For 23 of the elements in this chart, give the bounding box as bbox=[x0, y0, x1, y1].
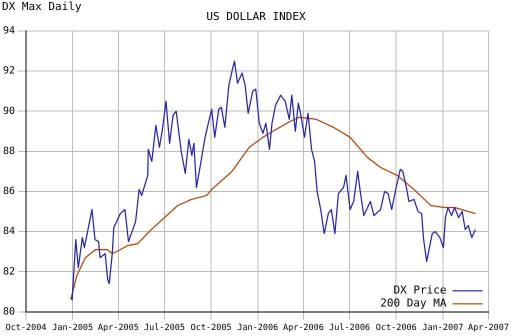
y-tick-label: 86 bbox=[2, 186, 16, 198]
y-tick-label: 90 bbox=[2, 106, 16, 117]
x-tick-label: Jan-2007 bbox=[422, 323, 464, 334]
y-tick-label: 92 bbox=[2, 66, 16, 77]
y-tick-label: 88 bbox=[2, 146, 16, 157]
x-tick-label: Jul-2006 bbox=[329, 323, 370, 334]
x-tick-label: Jan-2006 bbox=[237, 323, 278, 334]
y-tick-label: 94 bbox=[2, 26, 16, 37]
legend-label: DX Price bbox=[394, 284, 447, 297]
chart-title: US DOLLAR INDEX bbox=[206, 10, 306, 23]
x-tick-label: Oct-2005 bbox=[190, 323, 232, 334]
y-tick-label: 84 bbox=[2, 226, 16, 238]
x-tick-label: Jan-2005 bbox=[52, 323, 94, 334]
x-tick-label: Apr-2006 bbox=[282, 323, 324, 334]
legend-label: 200 Day MA bbox=[380, 296, 447, 310]
y-tick-label: 82 bbox=[2, 266, 16, 278]
x-tick-label: Apr-2005 bbox=[98, 323, 139, 334]
x-tick-label: Jul-2005 bbox=[144, 323, 185, 334]
x-tick-label: Oct-2004 bbox=[6, 323, 47, 334]
x-tick-label: Oct-2006 bbox=[376, 323, 417, 334]
x-tick-label: Apr-2007 bbox=[468, 323, 510, 334]
chart-subtitle: DX Max Daily bbox=[2, 0, 82, 13]
y-tick-label: 80 bbox=[2, 306, 16, 318]
